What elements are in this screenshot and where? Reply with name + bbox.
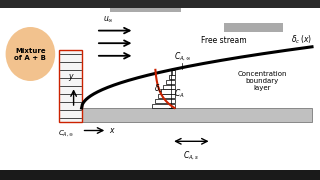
- FancyBboxPatch shape: [0, 8, 320, 170]
- FancyBboxPatch shape: [161, 89, 175, 94]
- Ellipse shape: [5, 27, 55, 81]
- Text: $\delta_c\,(x)$: $\delta_c\,(x)$: [291, 33, 312, 46]
- FancyBboxPatch shape: [59, 50, 82, 122]
- FancyBboxPatch shape: [152, 103, 175, 108]
- Text: $C_{A,\infty}$: $C_{A,\infty}$: [58, 128, 74, 138]
- FancyBboxPatch shape: [166, 80, 175, 84]
- Text: $y$: $y$: [68, 72, 75, 83]
- FancyBboxPatch shape: [169, 75, 175, 79]
- Text: Free stream: Free stream: [201, 36, 247, 45]
- FancyBboxPatch shape: [158, 94, 175, 98]
- FancyBboxPatch shape: [0, 0, 320, 8]
- Text: $C_{A,s}$: $C_{A,s}$: [183, 149, 200, 162]
- FancyBboxPatch shape: [155, 99, 175, 103]
- Text: Concentration
boundary
layer: Concentration boundary layer: [238, 71, 287, 91]
- FancyBboxPatch shape: [82, 108, 312, 122]
- FancyBboxPatch shape: [163, 84, 175, 89]
- FancyBboxPatch shape: [0, 170, 320, 180]
- Text: $C_{A,\infty}$: $C_{A,\infty}$: [173, 50, 191, 63]
- Text: Mixture
of A + B: Mixture of A + B: [14, 48, 46, 60]
- Text: $x$: $x$: [109, 126, 116, 135]
- Text: $\delta_c$: $\delta_c$: [154, 83, 163, 95]
- Text: $u_{\infty}$: $u_{\infty}$: [103, 14, 114, 24]
- Text: $C_A$: $C_A$: [174, 87, 184, 100]
- FancyBboxPatch shape: [110, 2, 181, 12]
- FancyBboxPatch shape: [224, 23, 283, 32]
- FancyBboxPatch shape: [172, 70, 175, 75]
